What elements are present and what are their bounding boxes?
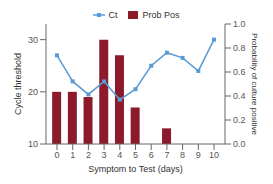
svg-text:30: 30 [28, 35, 38, 45]
svg-text:0.4: 0.4 [233, 91, 246, 101]
svg-text:4: 4 [117, 150, 122, 160]
svg-text:1.0: 1.0 [233, 19, 246, 29]
svg-text:5: 5 [133, 150, 138, 160]
svg-text:Symptom to Test (days): Symptom to Test (days) [88, 164, 182, 174]
svg-text:9: 9 [196, 150, 201, 160]
svg-text:0.6: 0.6 [233, 67, 246, 77]
svg-text:0.0: 0.0 [233, 139, 246, 149]
svg-text:8: 8 [180, 150, 185, 160]
svg-text:20: 20 [28, 87, 38, 97]
svg-text:Probability of culture positiv: Probability of culture positive [250, 33, 259, 135]
svg-text:10: 10 [209, 150, 219, 160]
svg-text:0.2: 0.2 [233, 115, 246, 125]
svg-text:0: 0 [54, 150, 59, 160]
svg-text:6: 6 [149, 150, 154, 160]
svg-text:0.8: 0.8 [233, 43, 246, 53]
html-text:Prob Pos: Prob Pos [142, 10, 180, 20]
svg-text:Cycle threshold: Cycle threshold [13, 53, 23, 115]
svg-text:10: 10 [28, 139, 38, 149]
svg-text:1: 1 [70, 150, 75, 160]
html-text:Ct: Ct [108, 10, 118, 20]
svg-text:7: 7 [164, 150, 169, 160]
svg-text:2: 2 [86, 150, 91, 160]
svg-text:3: 3 [102, 150, 107, 160]
